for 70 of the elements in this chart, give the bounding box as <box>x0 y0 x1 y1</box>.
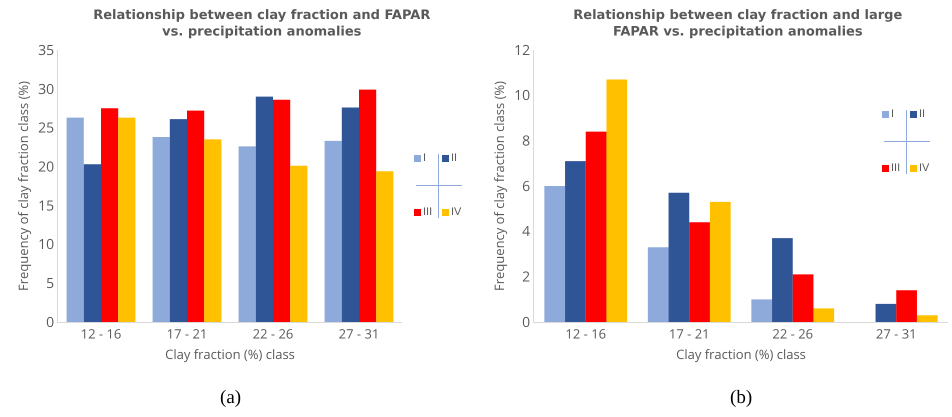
bar <box>668 192 690 322</box>
text: (b) <box>730 387 752 408</box>
legend-label: I <box>423 152 426 164</box>
x-tick-label: 27 - 31 <box>876 324 917 343</box>
legend-label: IV <box>451 206 462 218</box>
bar <box>84 164 101 322</box>
bar <box>544 186 566 322</box>
bar <box>586 132 606 322</box>
y-tick-label: 0 <box>522 312 530 332</box>
y-tick-label: 30 <box>38 80 54 99</box>
bar <box>689 222 710 322</box>
y-tick-label: 6 <box>522 176 530 196</box>
bar <box>187 110 204 322</box>
x-axis-title: Clay fraction (%) class <box>165 345 295 364</box>
x-tick-label: 22 - 26 <box>772 324 814 343</box>
x-tick-label: 12 - 16 <box>565 324 606 343</box>
bar <box>66 118 84 322</box>
bar <box>813 308 834 322</box>
y-tick-label: 35 <box>38 40 54 60</box>
y-tick-label: 10 <box>514 86 530 106</box>
bar <box>376 171 394 322</box>
y-tick-label: 2 <box>522 268 530 287</box>
text: (a) <box>220 387 242 408</box>
x-tick-label: 17 - 21 <box>668 324 710 343</box>
y-tick-label: 5 <box>46 274 54 294</box>
bar <box>772 238 793 322</box>
chart-title: Relationship between clay fraction and FAPAR vs. precipitation anomalies <box>93 8 430 40</box>
y-axis-title: Frequency of clay fraction class (%) <box>490 80 508 291</box>
y-tick-label: 0 <box>46 312 54 332</box>
bar <box>273 100 290 322</box>
x-axis-title: Clay fraction (%) class <box>676 345 806 364</box>
bar <box>648 247 669 322</box>
bar <box>170 119 187 322</box>
bar <box>710 202 731 322</box>
x-tick-label: 17 - 21 <box>166 324 208 343</box>
bar <box>876 304 896 322</box>
bar <box>256 96 273 322</box>
y-tick-label: 10 <box>38 235 54 254</box>
bar <box>916 315 938 322</box>
bar <box>204 139 222 322</box>
legend-label: III <box>891 162 900 174</box>
bar <box>324 140 342 322</box>
bar <box>751 299 772 322</box>
bar <box>342 108 359 322</box>
bar <box>565 161 586 322</box>
chart-title: Relationship between clay fraction and large FAPAR vs. precipitation anomalies <box>573 8 902 40</box>
legend-label: I <box>891 108 894 120</box>
bar <box>359 90 376 322</box>
legend-label: IV <box>919 162 930 174</box>
bar <box>101 108 118 322</box>
y-tick-label: 8 <box>522 132 530 151</box>
bar <box>792 274 814 322</box>
bar <box>606 79 628 322</box>
y-tick-label: 25 <box>38 118 54 138</box>
y-tick-label: 12 <box>514 40 530 60</box>
y-tick-label: 15 <box>38 196 54 216</box>
y-tick-label: 20 <box>38 157 54 176</box>
bar <box>152 137 170 322</box>
x-tick-label: 22 - 26 <box>252 324 294 343</box>
bar <box>238 146 256 322</box>
y-axis-title: Frequency of clay fraction class (%) <box>14 80 32 291</box>
x-tick-label: 12 - 16 <box>80 324 122 343</box>
legend-label: III <box>423 206 432 218</box>
bar <box>896 290 917 322</box>
legend-label: II <box>919 108 926 120</box>
x-tick-label: 27 - 31 <box>338 324 380 343</box>
bar <box>290 166 308 322</box>
y-tick-label: 4 <box>522 222 530 242</box>
legend-label: II <box>451 152 458 164</box>
bar <box>118 118 136 322</box>
